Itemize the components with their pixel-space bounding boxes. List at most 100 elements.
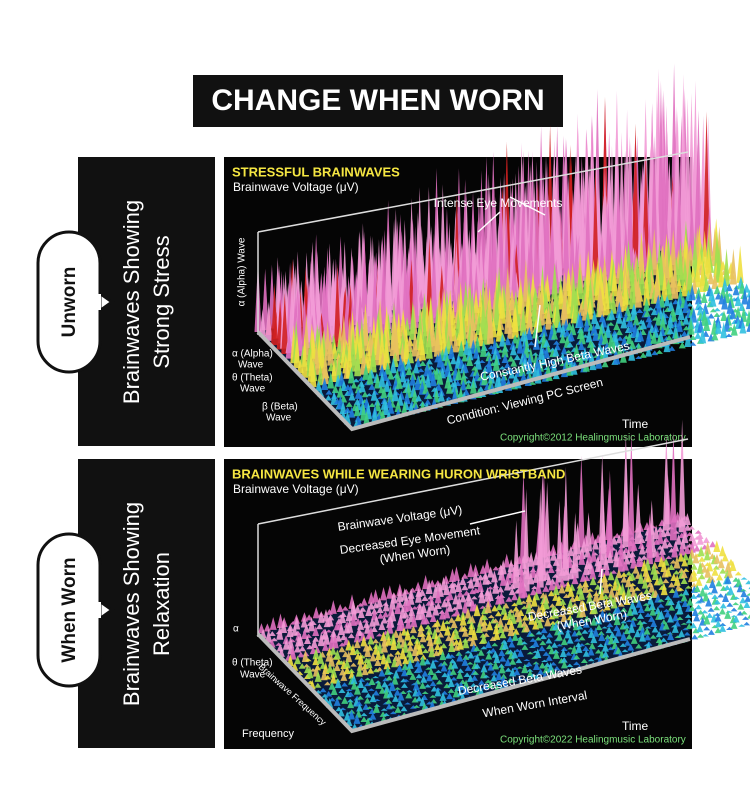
wave-spike [280,619,288,633]
wave-spike [612,635,620,643]
wave-spike [484,640,492,648]
wave-spike [487,566,495,578]
wave-spike [732,602,740,606]
wave-spike [671,255,679,299]
wave-spike [603,603,611,611]
wave-spike [411,606,419,610]
wave-spike [485,356,493,373]
wave-spike [480,340,488,357]
wave-spike [387,370,395,380]
wave-spike [639,632,647,642]
wave-spike [403,325,411,365]
wave-spike [746,288,750,298]
wave-spike [558,577,566,588]
wave-spike [521,663,529,674]
wave-spike [666,614,674,623]
wave-spike [478,679,486,685]
wave-spike [323,631,331,645]
wave-spike [365,259,373,334]
wave-spike [490,187,498,309]
wave-spike [453,630,461,640]
wave-spike [650,331,658,344]
wave-spike [294,644,302,653]
wave-spike [658,293,666,308]
wave-spike [681,281,689,297]
wave-spike [360,636,368,647]
wave-spike [493,629,501,640]
wave-spike [608,586,616,598]
wave-spike [667,563,675,570]
wave-spike [655,630,663,638]
wave-spike [693,613,701,622]
wave-spike [608,309,616,320]
wave-spike [414,375,422,391]
wave-spike [329,599,337,614]
wave-spike [448,640,456,652]
wave-spike [642,565,650,577]
wave-spike [711,585,719,594]
wave-spike [593,320,601,330]
wave-spike [606,549,614,564]
wave-spike [578,643,586,647]
wave-spike [651,626,659,633]
wave-spike [674,298,682,316]
wave-spike [410,612,418,628]
wave-spike [673,574,681,586]
wave-spike [455,595,463,610]
wave-spike [620,631,628,641]
wave-spike [437,390,445,402]
wave-spike [543,662,551,668]
wave-spike [331,634,339,649]
wave-spike [316,365,324,386]
wave-spike [643,297,651,312]
wave-spike [592,327,600,341]
wave-spike [305,614,313,621]
wave-spike [563,329,571,337]
wave-spike [699,613,707,620]
wave-spike [670,573,678,581]
wave-spike [373,698,381,702]
wave-spike [404,258,412,330]
image-text: Copyright©2022 Healingmusic Laboratory [500,735,686,746]
wave-spike [507,559,515,573]
wave-spike [391,674,399,685]
wave-spike [460,625,468,632]
wave-spike [415,394,423,402]
wave-spike [364,645,372,658]
wave-spike [598,632,606,641]
wave-spike [372,676,380,679]
wave-spike [605,626,613,634]
wave-spike [686,302,694,307]
wave-spike [409,672,417,680]
wave-spike [620,620,628,624]
wave-spike [365,605,373,617]
wave-spike [684,98,692,250]
wave-spike [707,270,715,285]
wave-spike [415,587,423,603]
wave-spike [408,606,416,617]
wave-spike [350,681,358,690]
wave-spike [370,625,378,632]
wave-spike [418,225,426,304]
wave-spike [566,605,574,615]
wave-spike [518,361,526,376]
wave-spike [729,308,737,319]
wave-spike [515,609,523,623]
wave-spike [732,285,740,296]
wave-spike [598,609,606,618]
wave-spike [362,363,370,380]
wave-spike [643,592,651,600]
wave-spike [606,470,614,558]
wave-spike [545,644,553,650]
wave-spike [463,338,471,356]
wave-spike [461,628,469,637]
wave-spike [558,584,566,594]
wave-spike [427,668,435,675]
wave-spike [498,664,506,674]
wave-spike [330,686,338,696]
wave-spike [439,619,447,631]
wave-spike [637,606,645,613]
wave-spike [560,611,568,622]
wave-spike [576,582,584,589]
wave-spike [385,675,393,681]
